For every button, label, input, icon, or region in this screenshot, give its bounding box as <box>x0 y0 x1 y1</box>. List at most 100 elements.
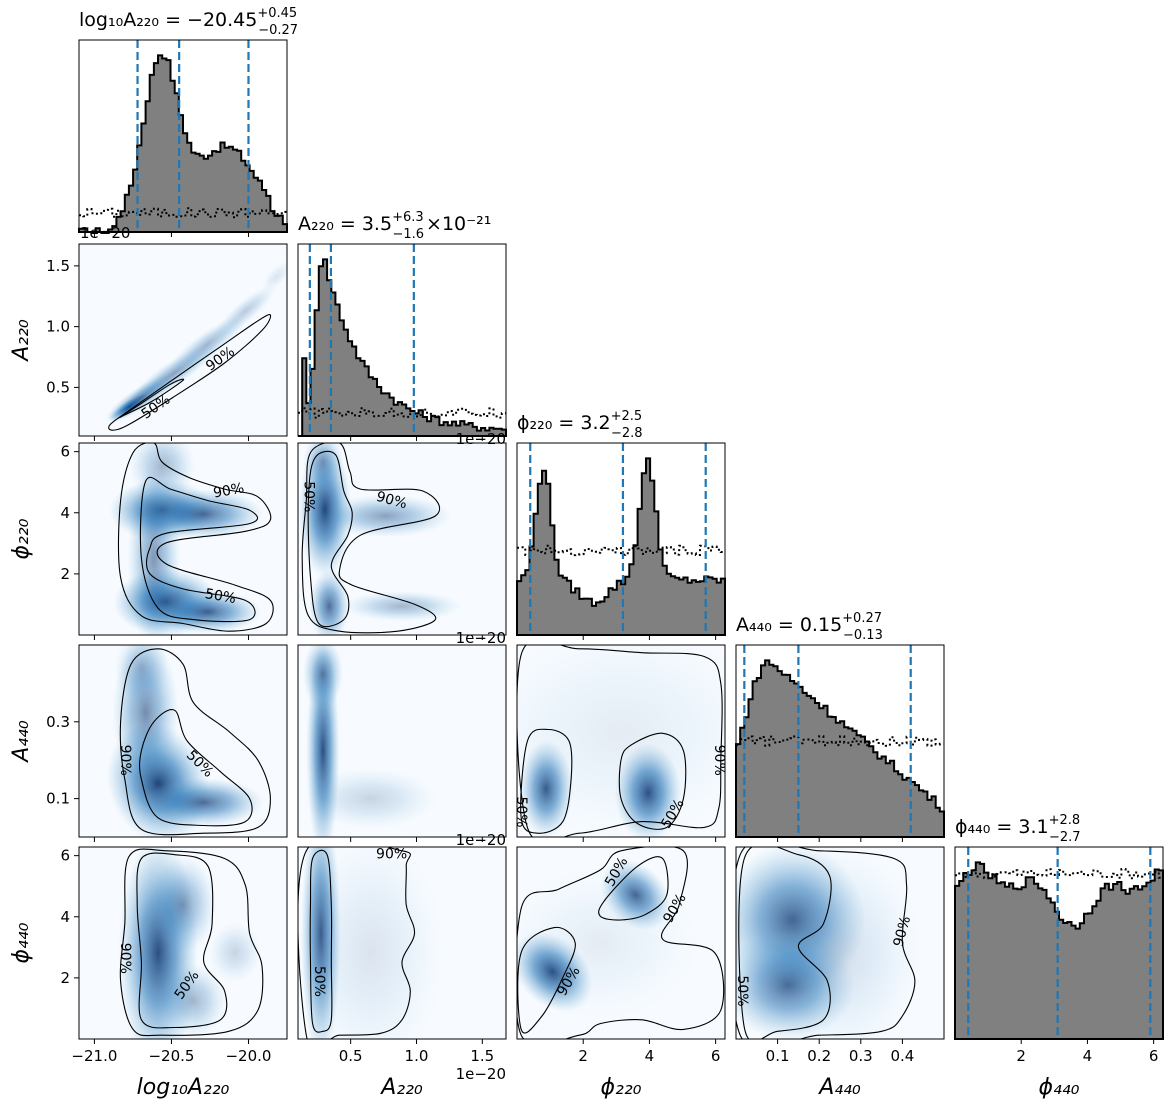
panel-title: A₂₂₀ = 3.5+6.3 −1.6 ×10⁻²¹ <box>298 210 491 242</box>
y-tick-label: 4 <box>60 504 70 522</box>
density-blob <box>517 645 725 837</box>
prior-histogram <box>79 207 287 219</box>
y-tick-label: 1.0 <box>46 318 70 336</box>
contour-50 <box>598 856 669 921</box>
contour-90 <box>298 847 416 1039</box>
y-axis-label: A₄₄₀ <box>9 720 34 764</box>
contour-label: 90% <box>212 480 245 501</box>
panel-frame <box>78 39 288 233</box>
title-main: A₂₂₀ = 3.5 <box>298 213 392 235</box>
prior-histogram <box>298 407 506 419</box>
contour-90 <box>517 645 723 837</box>
panel-frame <box>78 644 288 838</box>
title-sup: +0.45 <box>257 6 297 21</box>
x-tick-label: 4 <box>1083 1047 1093 1065</box>
density-blob <box>127 466 181 635</box>
title-sub: −0.27 <box>258 23 298 38</box>
posterior-histogram <box>735 659 945 838</box>
title-sub: −1.6 <box>392 227 424 242</box>
contour-label: 50% <box>300 481 316 512</box>
density-logA220-phi220 <box>79 443 287 635</box>
contour-90 <box>517 926 576 1034</box>
contour-label: 50% <box>734 975 750 1006</box>
contour-90 <box>119 648 271 836</box>
x-tick-label: 1.5 <box>470 1047 494 1065</box>
contour-90 <box>119 848 264 1037</box>
x-tick-label: −20.0 <box>225 1047 271 1065</box>
x-axis-label: ϕ₄₄₀ <box>1039 1075 1080 1100</box>
panel-frame <box>735 644 945 838</box>
histogram-phi220 <box>516 443 726 636</box>
title-main: ϕ₂₂₀ = 3.2 <box>517 412 611 434</box>
x-tick-label: 0.1 <box>766 1047 790 1065</box>
y-tick-label: 0.1 <box>46 790 70 808</box>
x-tick-label: −21.0 <box>71 1047 117 1065</box>
contour-50 <box>139 709 253 827</box>
panel-title: log₁₀A₂₂₀ = −20.45+0.45 −0.27 <box>79 6 298 38</box>
panel-frame <box>297 846 507 1040</box>
contour-90 <box>736 847 916 1039</box>
x-tick-label: 6 <box>711 1047 721 1065</box>
posterior-histogram <box>78 54 288 233</box>
density-blob <box>208 921 262 984</box>
x-tick-label: −20.5 <box>148 1047 194 1065</box>
contour-90 <box>301 443 441 634</box>
panel-frame <box>735 846 945 1040</box>
title-sup: +2.5 <box>611 409 643 424</box>
contour-label: 90% <box>117 943 133 974</box>
density-phi220-A440 <box>517 645 725 837</box>
title-suffix: ×10⁻²¹ <box>426 213 491 235</box>
axis-offset-label: 1e−20 <box>456 1065 506 1083</box>
prior-histogram <box>736 735 944 747</box>
x-axis-label: A₄₄₀ <box>817 1075 861 1100</box>
density-blob <box>756 847 924 1039</box>
title-sub: −0.13 <box>843 628 883 643</box>
y-tick-label: 4 <box>60 908 70 926</box>
x-tick-label: 6 <box>1149 1047 1159 1065</box>
density-A440-phi440 <box>736 847 944 1039</box>
posterior-histogram <box>954 861 1164 1040</box>
density-blob <box>318 494 452 538</box>
contour-50 <box>118 378 185 419</box>
title-main: ϕ₄₄₀ = 3.1 <box>955 816 1049 838</box>
title-main: A₄₄₀ = 0.15 <box>736 614 842 636</box>
density-logA220-A440 <box>79 645 287 837</box>
density-A220-A440 <box>298 645 506 837</box>
density-logA220-A220 <box>79 244 287 436</box>
contour-50 <box>309 849 333 1033</box>
density-blob <box>517 866 701 1020</box>
title-sup: +0.27 <box>842 611 882 626</box>
x-tick-label: 1.0 <box>405 1047 429 1065</box>
density-phi220-phi440 <box>517 847 725 1039</box>
density-blob <box>304 767 438 830</box>
histogram-logA220 <box>78 40 288 233</box>
axis-offset-label: 1e−20 <box>456 430 506 448</box>
panel-frame <box>516 846 726 1040</box>
x-tick-label: 4 <box>645 1047 655 1065</box>
contour-label: 50% <box>513 796 529 827</box>
y-tick-label: 2 <box>60 969 70 987</box>
panel-frame <box>78 243 288 437</box>
panel-frame <box>516 644 726 838</box>
panel-frame <box>297 442 507 636</box>
contour-50 <box>307 450 353 628</box>
contour-50 <box>520 728 573 834</box>
y-tick-label: 2 <box>60 565 70 583</box>
contour-label: 90% <box>891 914 915 948</box>
histogram-phi440 <box>954 847 1164 1040</box>
panel-frame <box>78 442 288 636</box>
x-tick-label: 0.3 <box>849 1047 873 1065</box>
y-tick-label: 0.5 <box>46 378 70 396</box>
title-main: log₁₀A₂₂₀ = −20.45 <box>79 9 257 31</box>
title-sub: −2.8 <box>611 426 643 441</box>
panel-frame <box>297 243 507 437</box>
contour-label: 50% <box>204 586 237 607</box>
x-axis-label: A₂₂₀ <box>379 1075 423 1100</box>
panel-frame <box>297 644 507 838</box>
prior-histogram <box>955 868 1163 880</box>
density-blob <box>214 284 277 339</box>
x-axis-label: log₁₀A₂₂₀ <box>137 1075 230 1100</box>
axis-offset-label: 1e−20 <box>456 831 506 849</box>
density-blob <box>302 443 343 493</box>
